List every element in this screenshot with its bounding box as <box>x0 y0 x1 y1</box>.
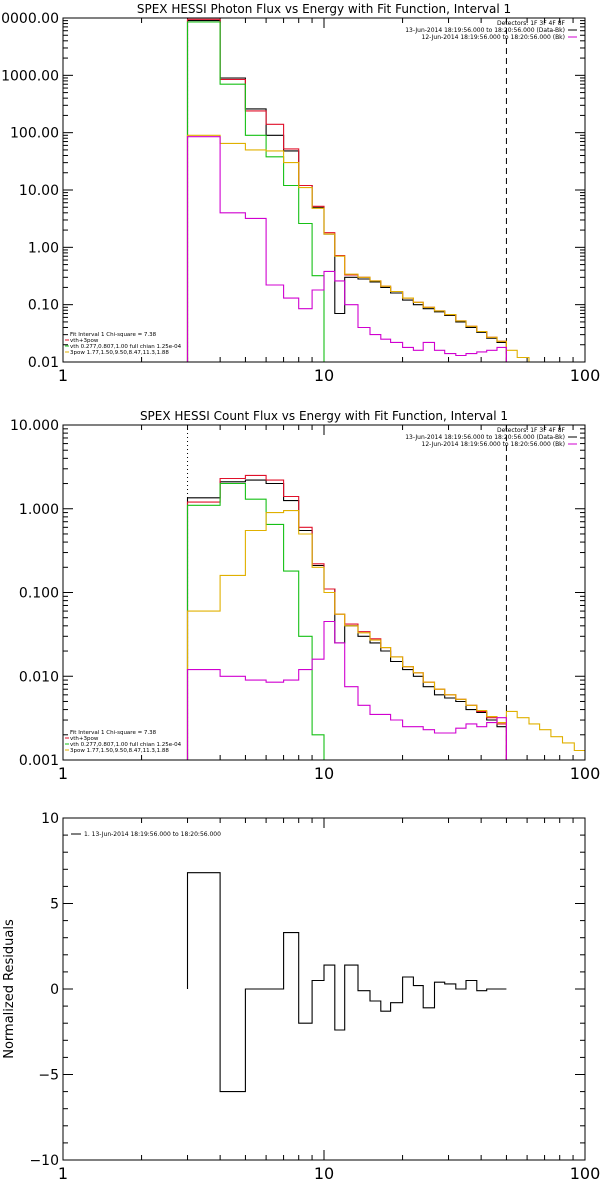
y-tick-label: −5 <box>38 1068 59 1084</box>
chart-panel-2: SPEX HESSI Count Flux vs Energy with Fit… <box>10 409 600 783</box>
plot-frame <box>62 817 586 1161</box>
legend-entry: 13-Jun-2014 18:19:56.000 to 18:20:56.000… <box>405 27 565 34</box>
y-tick-label: 10 <box>41 811 59 827</box>
legend-entry: Detectors: 1F 3F 4F 8F <box>497 427 566 434</box>
legend-entry: 12-Jun-2014 18:19:56.000 to 18:20:56.000… <box>422 34 565 41</box>
x-axis: 1 10 100 <box>58 818 600 1183</box>
series-group <box>186 474 585 760</box>
x-tick-label: 10 <box>314 764 334 783</box>
series-group <box>186 18 551 362</box>
series-line-3 <box>186 21 325 362</box>
legend-entry: vth+3pow <box>70 736 99 742</box>
legend-entry: Detectors: 1F 3F 4F 8F <box>497 20 566 27</box>
y-tick-label: 10.000 <box>10 418 59 434</box>
x-tick-label: 1 <box>58 764 68 783</box>
x-tick-label: 10 <box>314 1164 334 1183</box>
series-group <box>186 872 507 1093</box>
series-line-4 <box>186 134 551 362</box>
y-tick-label: 0.01 <box>28 355 59 371</box>
chart-panel-3: 1 10 100 10 5 0 −5 −10 Normalized Residuals 1. 13… <box>2 811 600 1183</box>
legend-entry: 3pow 1.77,1.50,9.50,8.47,11.3,1.88 <box>70 350 169 356</box>
y-tick-label: 1.000 <box>19 502 59 518</box>
x-tick-label: 10 <box>314 366 334 385</box>
y-tick-label: 1.00 <box>28 240 59 256</box>
y-axis: 10.000 1.000 0.100 0.010 0.001 <box>10 418 585 769</box>
y-tick-label: 10.00 <box>19 183 59 199</box>
y-tick-label: 0.10 <box>28 298 59 314</box>
y-axis: 10 5 0 −5 −10 <box>29 811 585 1169</box>
y-tick-label: −10 <box>29 1153 59 1169</box>
series-line-3 <box>186 482 325 760</box>
y-axis: 0000.00 1000.00 100.00 10.00 1.00 0.10 0.01 <box>1 11 585 371</box>
legend-bottom: Fit Interval 1 Chi-square = 7.38vth+3pow… <box>65 332 182 356</box>
legend-entry: Fit Interval 1 Chi-square = 7.38 <box>70 730 157 736</box>
legend-entry: vth 0.277,0.807,1.00 full chian 1.25e-04 <box>70 344 182 350</box>
plot-frame <box>62 424 586 761</box>
chart-panel-1: SPEX HESSI Photon Flux vs Energy with Fi… <box>1 2 600 385</box>
plot-frame <box>62 17 586 363</box>
series-line-1 <box>186 872 507 1093</box>
y-tick-label: 0.100 <box>19 586 59 602</box>
y-tick-label: 0000.00 <box>1 11 59 27</box>
x-tick-label: 100 <box>570 1164 600 1183</box>
chart-title: SPEX HESSI Photon Flux vs Energy with Fi… <box>137 2 511 16</box>
x-axis: 1 10 100 <box>58 425 600 783</box>
y-tick-label: 5 <box>50 897 59 913</box>
series-line-5 <box>186 620 507 760</box>
x-tick-label: 100 <box>570 366 600 385</box>
series-line-1 <box>186 20 507 362</box>
x-tick-label: 1 <box>58 1164 68 1183</box>
x-tick-label: 1 <box>58 366 68 385</box>
series-line-2 <box>186 18 507 362</box>
chart-title: SPEX HESSI Count Flux vs Energy with Fit… <box>140 409 508 423</box>
legend-entry: 12-Jun-2014 18:19:56.000 to 18:20:56.000… <box>422 441 565 448</box>
legend-entry: 3pow 1.77,1.50,9.50,8.47,11.3,1.88 <box>70 748 169 754</box>
legend-entry: 1. 13-Jun-2014 18:19:56.000 to 18:20:56.… <box>84 831 221 838</box>
x-axis: 1 10 100 <box>58 18 600 385</box>
y-axis-label: Normalized Residuals <box>2 919 17 1059</box>
series-line-2 <box>186 474 507 760</box>
y-tick-label: 0.001 <box>19 753 59 769</box>
series-line-5 <box>186 136 507 362</box>
y-tick-label: 0 <box>50 982 59 998</box>
y-tick-label: 100.00 <box>10 126 59 142</box>
y-tick-label: 0.010 <box>19 669 59 685</box>
legend-entry: 13-Jun-2014 18:19:56.000 to 18:20:56.000… <box>405 434 565 441</box>
series-line-1 <box>186 479 507 760</box>
legend-bottom: Fit Interval 1 Chi-square = 7.38vth+3pow… <box>65 730 182 754</box>
legend-entry: vth+3pow <box>70 338 99 344</box>
x-tick-label: 100 <box>570 764 600 783</box>
legend-entry: Fit Interval 1 Chi-square = 7.38 <box>70 332 157 338</box>
y-tick-label: 1000.00 <box>1 68 59 84</box>
legend-top: 1. 13-Jun-2014 18:19:56.000 to 18:20:56.… <box>71 831 221 838</box>
series-line-4 <box>186 510 585 760</box>
legend-entry: vth 0.277,0.807,1.00 full chian 1.25e-04 <box>70 742 182 748</box>
